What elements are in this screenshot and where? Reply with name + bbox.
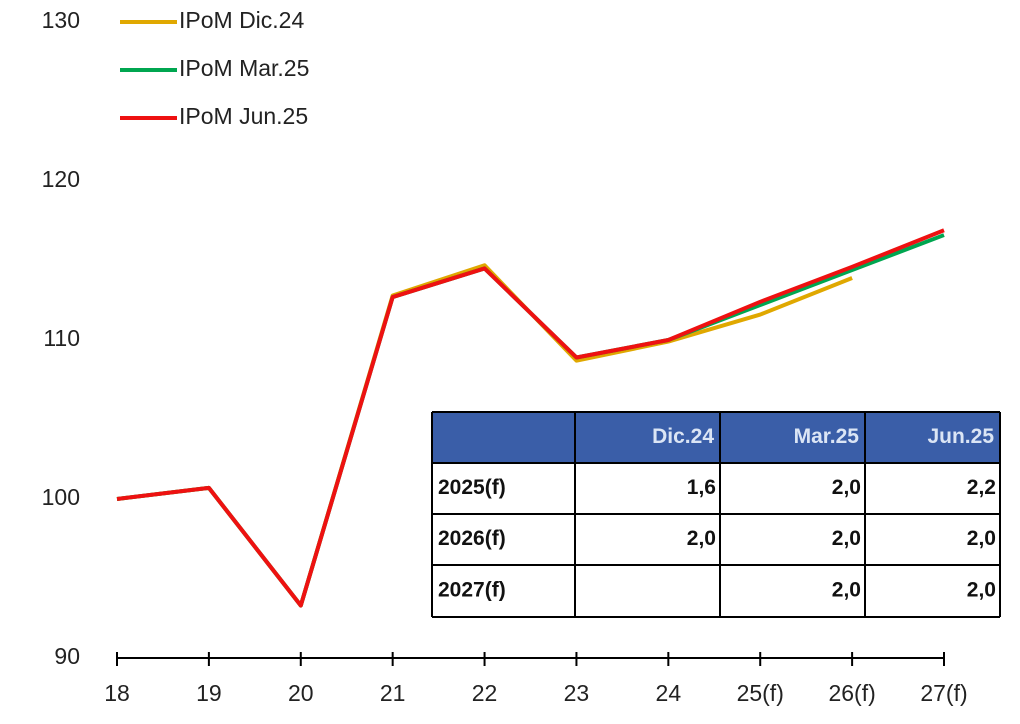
table-cell: 2,2 xyxy=(967,476,996,499)
table-cell: 2,0 xyxy=(832,527,861,550)
x-tick-label: 25(f) xyxy=(737,680,784,706)
table-cell: 2,0 xyxy=(967,527,996,550)
table-cell: 2,0 xyxy=(832,476,861,499)
x-tick-label: 18 xyxy=(104,680,130,706)
table-header: Dic.24 xyxy=(652,425,714,448)
y-tick-label: 130 xyxy=(42,7,80,33)
table-cell: 2,0 xyxy=(967,579,996,602)
table-header: Mar.25 xyxy=(794,425,860,448)
y-tick-label: 110 xyxy=(43,325,80,351)
x-tick-label: 22 xyxy=(472,680,498,706)
table-cell: 2,0 xyxy=(687,527,716,550)
legend-label: IPoM Dic.24 xyxy=(179,7,304,33)
row-label: 2027(f) xyxy=(438,579,506,602)
table-body-bg xyxy=(432,463,1000,617)
x-tick-label: 21 xyxy=(380,680,406,706)
legend-label: IPoM Mar.25 xyxy=(179,55,309,81)
y-tick-label: 120 xyxy=(42,166,80,192)
x-tick-label: 24 xyxy=(656,680,682,706)
y-tick-label: 100 xyxy=(42,484,80,510)
series-line xyxy=(116,228,945,608)
x-tick-label: 23 xyxy=(564,680,590,706)
x-tick-label: 27(f) xyxy=(920,680,967,706)
legend-label: IPoM Jun.25 xyxy=(179,103,308,129)
y-tick-label: 90 xyxy=(54,643,80,669)
table-cell: 2,0 xyxy=(832,579,861,602)
x-tick-label: 19 xyxy=(196,680,222,706)
table-header: Jun.25 xyxy=(927,425,994,448)
table-cell: 1,6 xyxy=(687,476,716,499)
row-label: 2025(f) xyxy=(438,476,506,499)
table-header-bg xyxy=(432,412,1000,463)
row-label: 2026(f) xyxy=(438,527,506,550)
x-tick-label: 26(f) xyxy=(828,680,875,706)
x-tick-label: 20 xyxy=(288,680,314,706)
